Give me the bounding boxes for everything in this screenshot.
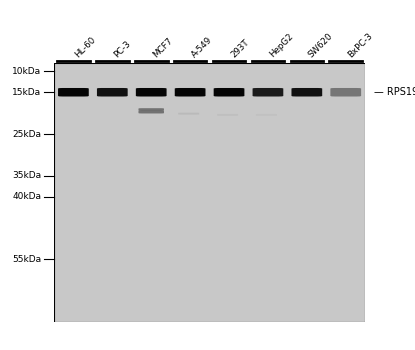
- Text: 15kDa: 15kDa: [12, 88, 42, 97]
- FancyBboxPatch shape: [139, 111, 164, 113]
- FancyBboxPatch shape: [256, 114, 277, 116]
- FancyBboxPatch shape: [136, 88, 166, 97]
- Text: SW620: SW620: [307, 32, 335, 60]
- Text: 293T: 293T: [229, 38, 251, 60]
- FancyBboxPatch shape: [330, 88, 361, 97]
- Text: 35kDa: 35kDa: [12, 171, 42, 180]
- FancyBboxPatch shape: [253, 88, 283, 97]
- Text: A-549: A-549: [190, 35, 214, 60]
- Text: 40kDa: 40kDa: [12, 192, 42, 201]
- Text: BxPC-3: BxPC-3: [346, 31, 374, 60]
- Text: 10kDa: 10kDa: [12, 67, 42, 76]
- Text: HepG2: HepG2: [268, 32, 295, 60]
- FancyBboxPatch shape: [58, 88, 89, 97]
- FancyBboxPatch shape: [178, 113, 199, 115]
- Text: MCF7: MCF7: [151, 36, 175, 60]
- FancyBboxPatch shape: [97, 88, 128, 97]
- FancyBboxPatch shape: [139, 108, 164, 111]
- Text: HL-60: HL-60: [73, 35, 98, 60]
- FancyBboxPatch shape: [217, 114, 238, 116]
- FancyBboxPatch shape: [291, 88, 322, 97]
- Text: PC-3: PC-3: [112, 39, 133, 60]
- Text: 55kDa: 55kDa: [12, 255, 42, 264]
- FancyBboxPatch shape: [175, 88, 205, 97]
- Text: — RPS19: — RPS19: [374, 87, 415, 97]
- Text: 25kDa: 25kDa: [12, 130, 42, 139]
- FancyBboxPatch shape: [214, 88, 244, 97]
